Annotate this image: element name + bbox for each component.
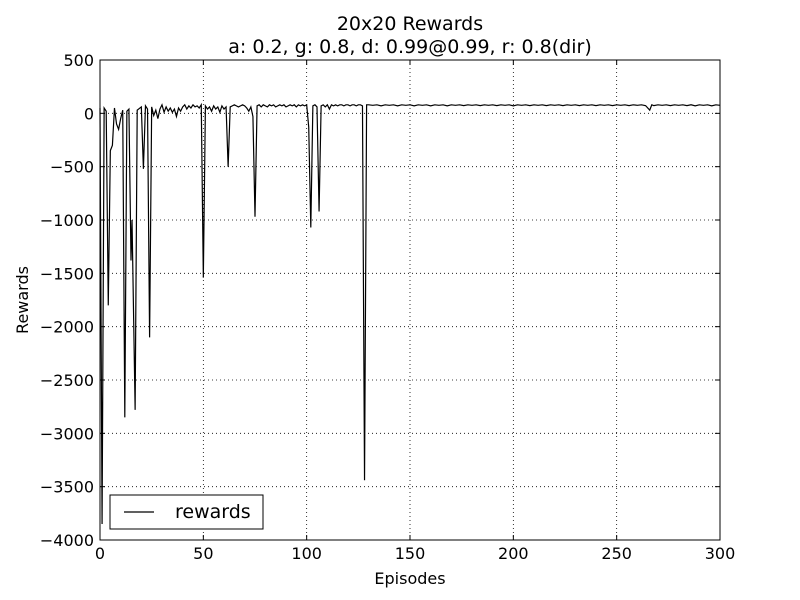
y-tick-label: 0 <box>84 104 94 123</box>
series-layer <box>99 102 721 525</box>
y-tick-label: −2000 <box>40 318 94 337</box>
y-axis-label: Rewards <box>13 266 32 334</box>
plot-frame <box>99 59 721 541</box>
y-tick-label: −3500 <box>40 478 94 497</box>
x-tick-labels: 0 50 100 150 200 250 300 <box>95 544 735 563</box>
y-tick-labels: 500 0 −500 −1000 −1500 −2000 −2500 −3000 −3500 −4… <box>40 51 94 550</box>
grid-lines <box>100 60 720 540</box>
y-tick-label: −3000 <box>40 424 94 443</box>
y-tick-label: −1000 <box>40 211 94 230</box>
chart-title: 20x20 Rewards <box>337 13 483 35</box>
x-tick-label: 100 <box>291 544 322 563</box>
y-tick-label: −1500 <box>40 264 94 283</box>
y-tick-label: 500 <box>63 51 94 70</box>
y-tick-label: −2500 <box>40 371 94 390</box>
x-tick-label: 300 <box>705 544 736 563</box>
x-tick-label: 0 <box>95 544 105 563</box>
x-tick-label: 150 <box>395 544 426 563</box>
y-tick-label: −4000 <box>40 531 94 550</box>
x-axis-label: Episodes <box>374 569 445 588</box>
x-tick-label: 250 <box>601 544 632 563</box>
x-tick-label: 50 <box>193 544 213 563</box>
chart-subtitle: a: 0.2, g: 0.8, d: 0.99@0.99, r: 0.8(dir… <box>228 36 591 58</box>
series-line-rewards <box>99 102 721 525</box>
y-tick-label: −500 <box>50 158 94 177</box>
legend-label: rewards <box>175 501 251 523</box>
x-tick-label: 200 <box>498 544 529 563</box>
legend: rewards <box>109 494 264 530</box>
